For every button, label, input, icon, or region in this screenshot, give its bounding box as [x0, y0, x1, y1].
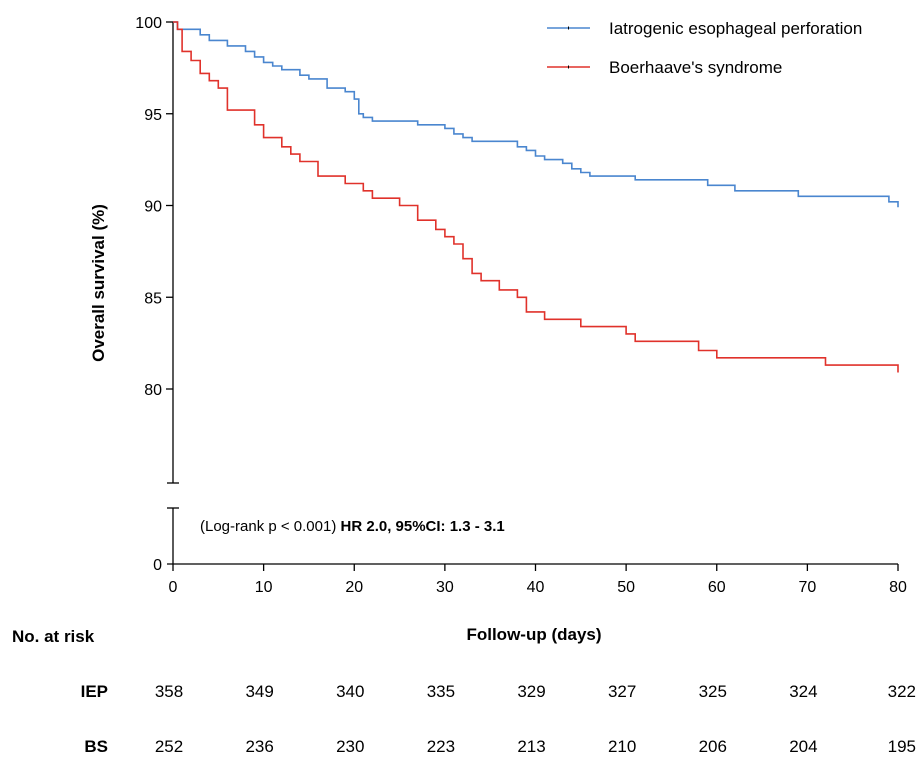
x-tick-label: 40 — [527, 579, 545, 596]
risk-value: 223 — [427, 737, 455, 756]
x-tick-label: 60 — [708, 579, 726, 596]
risk-row-label: IEP — [81, 682, 108, 701]
annotation-bold: HR 2.0, 95%CI: 1.3 - 3.1 — [341, 518, 505, 535]
x-tick-label: 80 — [889, 579, 907, 596]
risk-value: 335 — [427, 682, 455, 701]
risk-table: IEP 358 349 340 335 329 327 325 324 322 BS 252 236 23… — [81, 682, 916, 756]
risk-value: 329 — [517, 682, 545, 701]
risk-value: 210 — [608, 737, 636, 756]
y-tick-label: 80 — [144, 382, 162, 399]
risk-value: 358 — [155, 682, 183, 701]
risk-value: 325 — [699, 682, 727, 701]
y-axis-title: Overall survival (%) — [89, 204, 108, 362]
legend: Iatrogenic esophageal perforation Boerhaa… — [547, 19, 862, 77]
risk-value: 340 — [336, 682, 364, 701]
y-tick-label: 85 — [144, 290, 162, 307]
risk-row-label: BS — [84, 737, 108, 756]
risk-value: 206 — [699, 737, 727, 756]
survival-curve-iep — [173, 21, 899, 208]
y-tick-label: 95 — [144, 107, 162, 124]
y-tick-label: 100 — [135, 15, 162, 32]
risk-value: 204 — [789, 737, 817, 756]
y-tick-label: 90 — [144, 199, 162, 216]
risk-value: 213 — [517, 737, 545, 756]
risk-value: 236 — [245, 737, 273, 756]
y-tick-label: 0 — [153, 557, 162, 574]
x-tick-label: 20 — [345, 579, 363, 596]
risk-value: 252 — [155, 737, 183, 756]
risk-value: 327 — [608, 682, 636, 701]
annotation-plain: (Log-rank p < 0.001) — [200, 518, 341, 535]
risk-value: 349 — [245, 682, 273, 701]
x-axis-title: Follow-up (days) — [466, 625, 601, 644]
risk-value: 322 — [888, 682, 916, 701]
logrank-annotation: (Log-rank p < 0.001) HR 2.0, 95%CI: 1.3 … — [200, 518, 505, 535]
legend-label: Iatrogenic esophageal perforation — [609, 19, 862, 38]
x-tick-label: 10 — [255, 579, 273, 596]
risk-value: 230 — [336, 737, 364, 756]
x-tick-label: 30 — [436, 579, 454, 596]
x-tick-label: 70 — [798, 579, 816, 596]
survival-curve-bs — [173, 21, 899, 373]
x-tick-label: 50 — [617, 579, 635, 596]
legend-label: Boerhaave's syndrome — [609, 58, 782, 77]
risk-value: 324 — [789, 682, 817, 701]
axes-group: 80 85 90 95 100 00 10 20 30 40 50 60 70 80 — [135, 15, 907, 596]
x-tick-label: 0 — [169, 579, 178, 596]
risk-value: 195 — [888, 737, 916, 756]
curves-group — [173, 21, 899, 373]
risk-table-header: No. at risk — [12, 627, 95, 646]
